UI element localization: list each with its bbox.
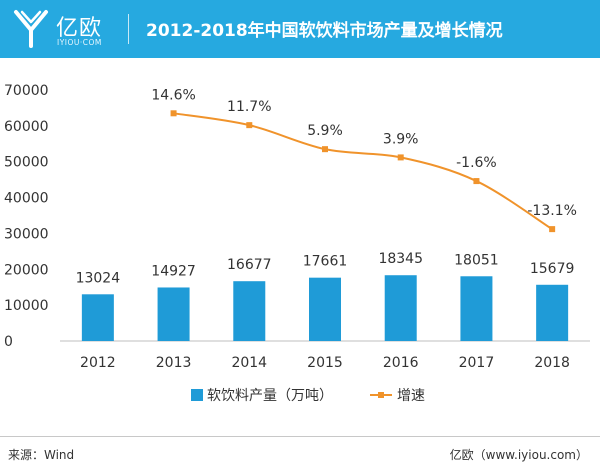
growth-value-label: -13.1% [527,203,577,219]
bar-series [81,275,569,341]
x-tick-label: 2013 [156,355,192,371]
bar-2013 [157,287,190,341]
bar-value-label: 15679 [530,261,575,277]
growth-markers [170,110,556,233]
legend: 软饮料产量（万吨） 增速 [191,388,425,404]
credit-text: 亿欧（www.iyiou.com） [449,448,588,462]
growth-marker-2014 [246,122,253,129]
bar-2015 [309,277,341,341]
bar-value-label: 16677 [227,257,272,273]
x-tick-label: 2012 [80,355,116,371]
legend-bar-swatch [191,389,203,401]
legend-line-marker [378,392,384,398]
chart-area: 70000 60000 50000 40000 30000 20000 10000 0 130… [4,83,590,404]
bar-value-label: 18345 [378,251,423,267]
bar-2016 [384,275,417,341]
x-tick-label: 2016 [383,355,419,371]
bar-data-labels: 13024 14927 16677 17661 18345 18051 15679 [76,251,575,286]
legend-bar-label: 软饮料产量（万吨） [207,388,333,404]
y-tick-label: 50000 [4,155,49,171]
x-tick-label: 2017 [459,355,495,371]
bar-2012 [81,294,114,341]
bar-value-label: 17661 [303,254,348,270]
bar-2014 [233,281,266,341]
y-tick-label: 20000 [4,262,49,278]
bar-value-label: 13024 [76,270,121,286]
growth-marker-2016 [397,154,404,161]
x-axis-ticks: 2012 2013 2014 2015 2016 2017 2018 [80,355,570,371]
y-tick-label: 0 [4,334,13,350]
bar-value-label: 14927 [151,263,196,279]
footer-divider [0,436,600,437]
header-divider [128,14,129,44]
header-banner: 亿欧 IYIOU·COM 2012-2018年中国软饮料市场产量及增长情况 [0,0,600,58]
y-axis-ticks: 70000 60000 50000 40000 30000 20000 10000 0 [4,83,49,350]
growth-line [173,112,553,230]
bar-2017 [460,276,493,341]
y-tick-label: 70000 [4,83,49,99]
growth-value-label: 11.7% [227,99,271,115]
x-tick-label: 2015 [307,355,343,371]
chart-title: 2012-2018年中国软饮料市场产量及增长情况 [146,21,503,41]
x-tick-label: 2014 [231,355,267,371]
logo-text: 亿欧 [56,16,103,41]
growth-value-label: 5.9% [307,123,343,139]
growth-marker-2013 [170,110,177,117]
growth-value-label: -1.6% [456,155,497,171]
y-tick-label: 10000 [4,298,49,314]
yiou-logo-icon [14,10,48,48]
legend-line-label: 增速 [397,388,425,404]
growth-marker-2017 [473,178,480,185]
bar-2018 [536,284,569,341]
logo-subtext: IYIOU·COM [57,38,102,47]
source-text: 来源：Wind [8,448,75,462]
bar-value-label: 18051 [454,252,499,268]
growth-marker-2015 [322,146,328,153]
growth-marker-2018 [549,226,556,233]
y-tick-label: 60000 [4,119,49,135]
x-tick-label: 2018 [534,355,570,371]
y-tick-label: 30000 [4,226,49,242]
growth-value-label: 14.6% [151,87,195,103]
growth-value-label: 3.9% [383,131,419,147]
growth-data-labels: 14.6% 11.7% 5.9% 3.9% -1.6% -13.1% [151,87,577,219]
y-tick-label: 40000 [4,191,49,207]
